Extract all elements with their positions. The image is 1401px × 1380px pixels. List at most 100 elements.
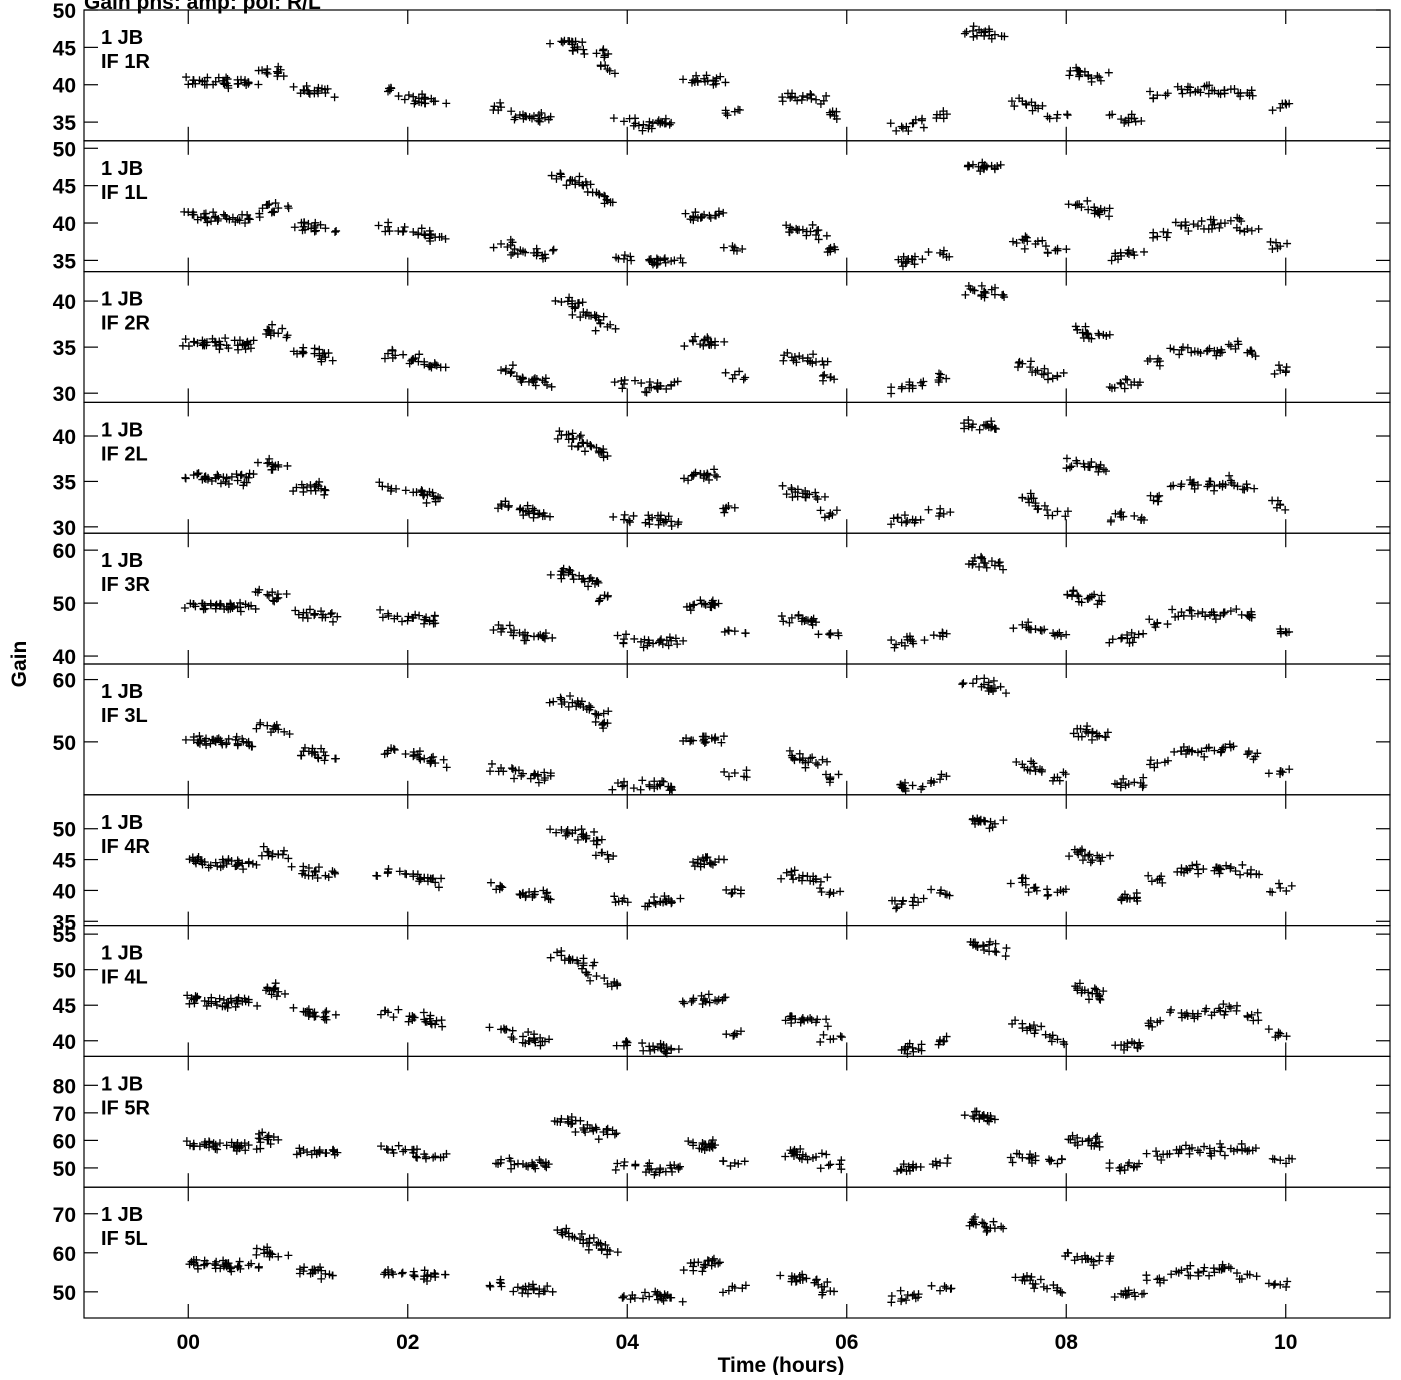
marker-spread	[665, 633, 674, 642]
marker-spread	[434, 493, 443, 502]
marker-spread	[648, 119, 657, 128]
marker-spread	[184, 80, 193, 89]
data-point	[401, 747, 424, 761]
marker-spread	[315, 1147, 324, 1156]
marker-spread	[638, 776, 647, 785]
marker-spread	[779, 356, 788, 365]
marker-spread	[504, 501, 513, 510]
marker-spread	[597, 835, 606, 844]
marker-spread	[999, 1224, 1008, 1233]
marker-spread	[566, 692, 575, 701]
marker-spread	[979, 1111, 988, 1120]
marker-spread	[410, 1272, 419, 1281]
marker-spread	[1138, 1290, 1146, 1299]
marker-spread	[1238, 485, 1247, 494]
data-point	[534, 110, 555, 126]
marker-spread	[707, 1261, 716, 1270]
marker-spread	[592, 840, 601, 849]
marker-spread	[1040, 364, 1049, 373]
marker-spread	[732, 1029, 741, 1038]
data-point	[507, 1159, 537, 1173]
marker-spread	[552, 174, 561, 183]
marker-spread	[289, 1003, 298, 1012]
data-point	[1062, 454, 1082, 473]
marker-spread	[213, 470, 222, 479]
marker-spread	[516, 246, 525, 255]
data-point	[896, 1286, 923, 1303]
data-point	[1184, 217, 1213, 235]
marker-spread	[1189, 220, 1198, 229]
marker-spread	[791, 93, 800, 102]
marker-spread	[1215, 223, 1224, 232]
marker-spread	[513, 1159, 522, 1168]
data-point	[258, 199, 280, 213]
marker-spread	[198, 599, 207, 608]
marker-spread	[573, 442, 582, 451]
data-point	[636, 635, 658, 652]
x-tick-label: 02	[396, 1331, 419, 1354]
data-point	[263, 1131, 283, 1148]
marker-spread	[284, 1251, 293, 1260]
data-point	[1264, 1025, 1291, 1042]
data-point	[318, 609, 342, 626]
marker-spread	[1246, 346, 1255, 355]
marker-spread	[395, 867, 404, 876]
marker-spread	[980, 293, 989, 302]
marker-spread	[596, 61, 605, 70]
data-point	[801, 754, 832, 772]
marker-spread	[1197, 747, 1206, 756]
marker-spread	[818, 755, 827, 764]
marker-spread	[1231, 867, 1240, 876]
data-point	[1270, 361, 1291, 378]
marker-spread	[673, 640, 682, 649]
marker-spread	[1072, 456, 1081, 465]
marker-spread	[1189, 478, 1198, 487]
marker-spread	[226, 599, 235, 608]
data-point	[926, 770, 951, 788]
marker-spread	[1283, 239, 1292, 248]
marker-spread	[241, 1146, 250, 1155]
data-point	[693, 71, 718, 86]
marker-spread	[790, 352, 799, 361]
marker-spread	[696, 469, 705, 478]
marker-spread	[814, 235, 823, 244]
marker-spread	[939, 114, 948, 123]
marker-spread	[1083, 594, 1092, 603]
panel-label-if: IF 3R	[101, 574, 150, 596]
marker-spread	[1192, 860, 1201, 869]
data-point	[558, 1229, 586, 1244]
marker-spread	[181, 335, 190, 344]
marker-spread	[1183, 343, 1192, 352]
marker-spread	[727, 889, 736, 898]
marker-spread	[436, 1153, 445, 1162]
marker-spread	[1040, 625, 1049, 634]
marker-spread	[1225, 471, 1234, 480]
marker-spread	[1001, 952, 1010, 961]
marker-spread	[1264, 1025, 1273, 1034]
marker-spread	[276, 65, 285, 74]
marker-spread	[690, 600, 699, 609]
marker-spread	[902, 122, 911, 131]
data-point	[924, 246, 954, 261]
marker-spread	[1181, 1141, 1190, 1150]
data-point	[644, 635, 673, 650]
marker-spread	[253, 458, 262, 467]
marker-spread	[822, 1015, 831, 1024]
marker-spread	[668, 1167, 677, 1176]
marker-spread	[189, 208, 198, 217]
marker-spread	[247, 742, 256, 751]
marker-spread	[1150, 763, 1159, 772]
marker-spread	[389, 1270, 398, 1279]
marker-spread	[830, 375, 839, 384]
marker-spread	[978, 554, 987, 563]
marker-spread	[496, 98, 505, 107]
marker-spread	[390, 745, 399, 754]
data-point	[694, 1256, 713, 1272]
data-point	[719, 1156, 749, 1170]
marker-spread	[413, 1153, 422, 1162]
marker-spread	[910, 252, 919, 261]
marker-spread	[569, 434, 578, 443]
marker-spread	[720, 337, 729, 346]
